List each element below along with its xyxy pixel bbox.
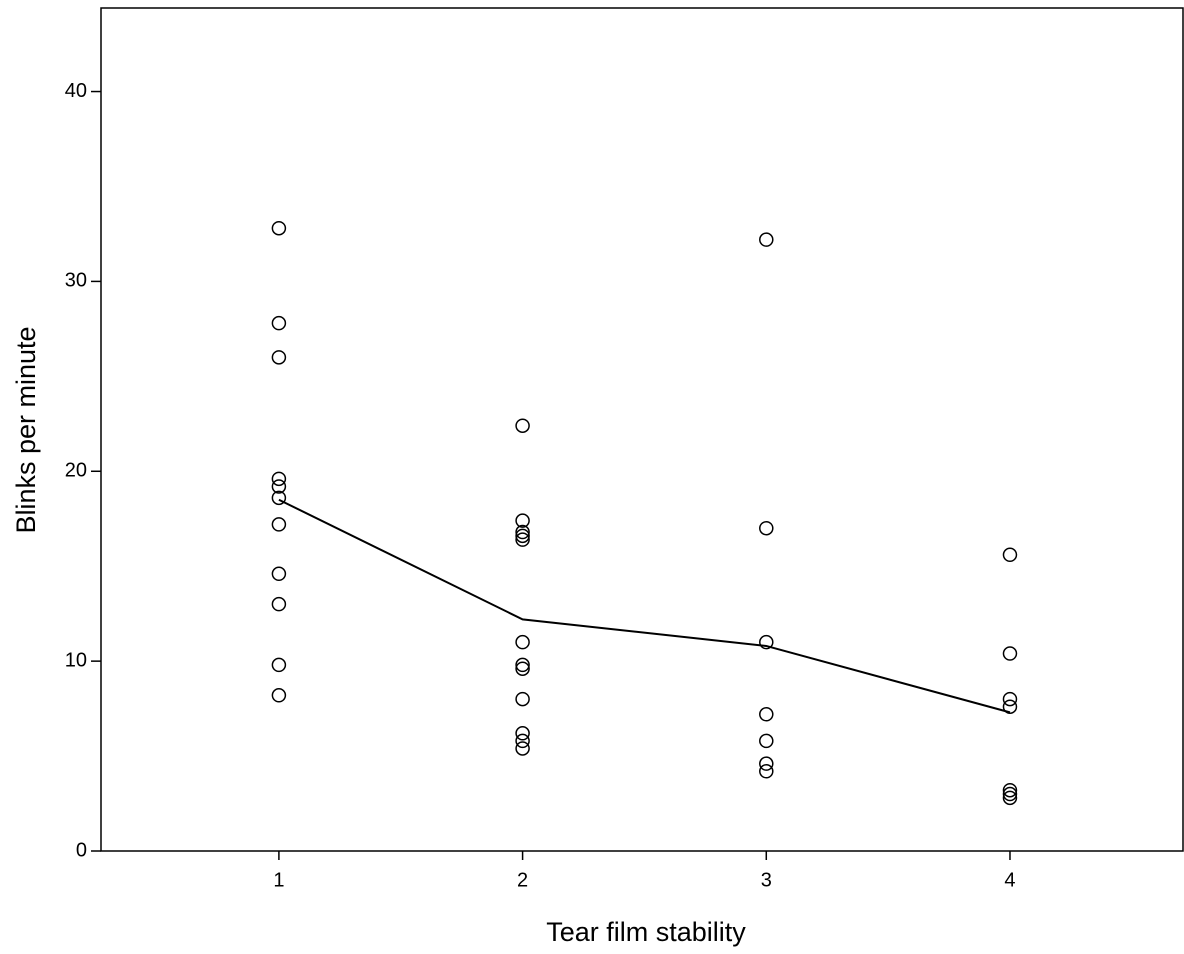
data-point (759, 232, 774, 247)
data-point (515, 418, 530, 433)
y-tick-label: 20 (65, 460, 87, 482)
data-point (1002, 699, 1018, 714)
data-point (759, 520, 774, 536)
data-point (271, 479, 287, 494)
data-point (515, 532, 530, 547)
data-point (759, 733, 774, 749)
data-point (1002, 782, 1018, 798)
plot-frame (100, 7, 1184, 852)
data-point (271, 490, 287, 506)
data-point (515, 741, 530, 756)
x-tick-label: 1 (273, 869, 284, 891)
data-point (271, 350, 287, 365)
data-point (271, 596, 287, 612)
y-tick-label: 10 (65, 649, 87, 671)
data-point (1002, 547, 1018, 563)
data-point (271, 471, 287, 487)
data-point (1002, 786, 1018, 802)
data-point (1002, 691, 1018, 707)
x-tick-label: 3 (761, 869, 772, 891)
data-point (759, 756, 774, 771)
data-point (271, 688, 287, 703)
data-point (271, 657, 287, 673)
data-point (759, 707, 774, 722)
data-point (515, 513, 530, 528)
data-point (515, 657, 530, 673)
y-axis-title: Blinks per minute (11, 326, 41, 533)
data-point (1002, 790, 1018, 806)
data-point (515, 726, 530, 741)
data-point (271, 517, 287, 532)
data-point (271, 315, 287, 331)
data-point (515, 528, 530, 544)
data-point (1002, 646, 1018, 661)
data-point (515, 634, 530, 650)
data-point (515, 691, 530, 707)
mean-line (278, 498, 1011, 714)
data-point (759, 764, 774, 779)
y-tick-label: 40 (65, 80, 87, 102)
data-point (515, 524, 530, 540)
data-point (271, 566, 287, 582)
data-point (515, 661, 530, 676)
x-axis-title: Tear film stability (546, 917, 746, 947)
data-point (271, 220, 287, 236)
data-point (515, 733, 530, 749)
x-tick-label: 2 (517, 869, 528, 891)
data-point (759, 634, 774, 650)
y-tick-label: 30 (65, 270, 87, 292)
y-tick-label: 0 (76, 839, 87, 861)
x-tick-label: 4 (1004, 869, 1015, 891)
